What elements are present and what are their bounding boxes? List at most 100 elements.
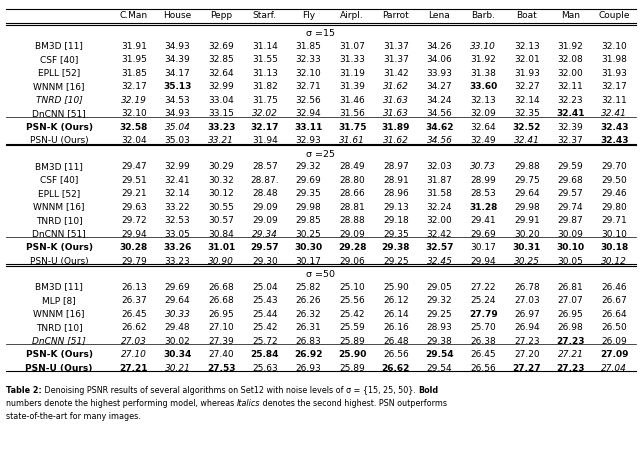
Text: 28.49: 28.49: [339, 162, 365, 171]
Text: 31.37: 31.37: [383, 42, 409, 51]
Text: Parrot: Parrot: [383, 11, 409, 20]
Text: 31.92: 31.92: [557, 42, 584, 51]
Text: 28.93: 28.93: [427, 323, 452, 332]
Text: 28.48: 28.48: [252, 189, 278, 198]
Text: 29.91: 29.91: [514, 216, 540, 225]
Text: 29.70: 29.70: [602, 162, 627, 171]
Text: 26.48: 26.48: [383, 337, 409, 346]
Text: 26.62: 26.62: [381, 363, 410, 372]
Text: 35.03: 35.03: [164, 136, 191, 145]
Text: 29.72: 29.72: [121, 216, 147, 225]
Text: 26.14: 26.14: [383, 310, 409, 319]
Text: σ =15: σ =15: [305, 29, 335, 38]
Text: 31.56: 31.56: [339, 109, 365, 118]
Text: 28.53: 28.53: [470, 189, 496, 198]
Text: 34.93: 34.93: [164, 42, 190, 51]
Text: 31.42: 31.42: [383, 68, 409, 77]
Text: 31.46: 31.46: [339, 95, 365, 104]
Text: 34.62: 34.62: [425, 123, 454, 132]
Text: 26.38: 26.38: [470, 337, 496, 346]
Text: 33.23: 33.23: [164, 256, 190, 266]
Text: 26.50: 26.50: [602, 323, 627, 332]
Text: 29.13: 29.13: [383, 202, 409, 211]
Text: DnCNN [51]: DnCNN [51]: [32, 337, 86, 346]
Text: 32.94: 32.94: [296, 109, 321, 118]
Text: 29.25: 29.25: [427, 310, 452, 319]
Text: 25.04: 25.04: [252, 283, 278, 292]
Text: 32.41: 32.41: [164, 176, 190, 185]
Text: 25.56: 25.56: [339, 296, 365, 305]
Text: 32.02: 32.02: [252, 109, 278, 118]
Text: 29.41: 29.41: [470, 216, 496, 225]
Text: 27.23: 27.23: [514, 337, 540, 346]
Text: 27.23: 27.23: [556, 337, 585, 346]
Text: 28.91: 28.91: [383, 176, 409, 185]
Text: 27.22: 27.22: [470, 283, 496, 292]
Text: 27.21: 27.21: [120, 363, 148, 372]
Text: 29.88: 29.88: [514, 162, 540, 171]
Text: 34.39: 34.39: [164, 55, 190, 64]
Text: 32.35: 32.35: [514, 109, 540, 118]
Text: 30.90: 30.90: [208, 256, 234, 266]
Text: 32.64: 32.64: [209, 68, 234, 77]
Text: 26.56: 26.56: [383, 350, 409, 359]
Text: 26.31: 26.31: [296, 323, 321, 332]
Text: 30.12: 30.12: [601, 256, 627, 266]
Text: Airpl.: Airpl.: [340, 11, 364, 20]
Text: 28.81: 28.81: [339, 202, 365, 211]
Text: 30.34: 30.34: [163, 350, 192, 359]
Text: 32.23: 32.23: [557, 95, 583, 104]
Text: 25.84: 25.84: [251, 350, 279, 359]
Text: 27.09: 27.09: [600, 350, 628, 359]
Text: 28.99: 28.99: [470, 176, 496, 185]
Text: 32.01: 32.01: [514, 55, 540, 64]
Text: 32.11: 32.11: [557, 82, 584, 91]
Text: 33.26: 33.26: [163, 243, 192, 252]
Text: 29.38: 29.38: [427, 337, 452, 346]
Text: 31.58: 31.58: [427, 189, 452, 198]
Text: 29.09: 29.09: [339, 229, 365, 238]
Text: 31.93: 31.93: [601, 68, 627, 77]
Text: 25.63: 25.63: [252, 363, 278, 372]
Text: 26.09: 26.09: [602, 337, 627, 346]
Text: 26.97: 26.97: [514, 310, 540, 319]
Text: 34.53: 34.53: [164, 95, 190, 104]
Text: 30.05: 30.05: [557, 256, 584, 266]
Text: 32.27: 32.27: [514, 82, 540, 91]
Text: 27.23: 27.23: [556, 363, 585, 372]
Text: Fly: Fly: [302, 11, 315, 20]
Text: 33.04: 33.04: [208, 95, 234, 104]
Text: 26.62: 26.62: [121, 323, 147, 332]
Text: 29.30: 29.30: [252, 256, 278, 266]
Text: 32.53: 32.53: [164, 216, 190, 225]
Text: Couple: Couple: [598, 11, 630, 20]
Text: 32.41: 32.41: [601, 109, 627, 118]
Text: 32.58: 32.58: [120, 123, 148, 132]
Text: 31.63: 31.63: [383, 95, 409, 104]
Text: 31.28: 31.28: [469, 202, 497, 211]
Text: 30.20: 30.20: [514, 229, 540, 238]
Text: 25.42: 25.42: [339, 310, 365, 319]
Text: 30.17: 30.17: [470, 243, 496, 252]
Text: state-of-the-art for many images.: state-of-the-art for many images.: [6, 412, 141, 421]
Text: 29.80: 29.80: [602, 202, 627, 211]
Text: WNNM [16]: WNNM [16]: [33, 82, 84, 91]
Text: 29.98: 29.98: [296, 202, 321, 211]
Text: 31.94: 31.94: [252, 136, 278, 145]
Text: WNNM [16]: WNNM [16]: [33, 202, 84, 211]
Text: 31.85: 31.85: [296, 42, 321, 51]
Text: BM3D [11]: BM3D [11]: [35, 42, 83, 51]
Text: PSN-K (Ours): PSN-K (Ours): [26, 350, 93, 359]
Text: 31.85: 31.85: [121, 68, 147, 77]
Text: 29.35: 29.35: [296, 189, 321, 198]
Text: 30.30: 30.30: [294, 243, 323, 252]
Text: 31.89: 31.89: [381, 123, 410, 132]
Text: 29.18: 29.18: [383, 216, 409, 225]
Text: 33.05: 33.05: [164, 229, 191, 238]
Text: 31.61: 31.61: [339, 136, 365, 145]
Text: 30.09: 30.09: [557, 229, 584, 238]
Text: 25.90: 25.90: [338, 350, 366, 359]
Text: 31.37: 31.37: [383, 55, 409, 64]
Text: 30.10: 30.10: [601, 229, 627, 238]
Text: MLP [8]: MLP [8]: [42, 296, 76, 305]
